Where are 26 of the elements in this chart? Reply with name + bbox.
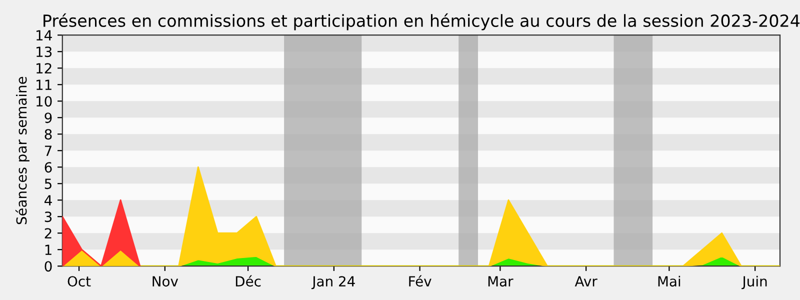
y-tick-label: 9 [44,112,52,124]
y-tick-label: 12 [36,63,52,74]
y-tick-label: 3 [44,212,52,222]
x-tick-label: Fév [409,275,432,287]
x-tick-label: Déc [236,275,261,287]
y-tick-label: 2 [44,228,52,238]
y-tick-label: 6 [44,162,52,173]
y-tick-label: 1 [45,244,52,255]
y-tick-label: 11 [36,80,52,90]
y-tick-label: 10 [36,96,52,107]
x-tick-label: Avr [574,276,598,286]
y-axis-title: Séances par semaine [15,76,30,224]
y-tick-label: 13 [36,46,52,58]
y-tick-label: 5 [44,178,52,190]
chart-title: Présences en commissions et participation en hémicycle au cours de la session 2023-2024 [44,13,800,30]
x-tick-label: Mai [658,276,680,287]
x-tick-label: Juin [742,276,767,290]
y-tick-label: 4 [44,195,52,206]
y-tick-label: 8 [44,129,52,140]
x-tick-label: Nov [152,276,178,287]
y-tick-label: 7 [44,146,52,156]
y-tick-label: 14 [36,30,52,40]
x-tick-label: Oct [68,276,91,287]
y-tick-label: 0 [44,261,52,272]
x-tick-label: Mar [488,276,514,287]
x-tick-label: Jan 24 [311,276,355,290]
